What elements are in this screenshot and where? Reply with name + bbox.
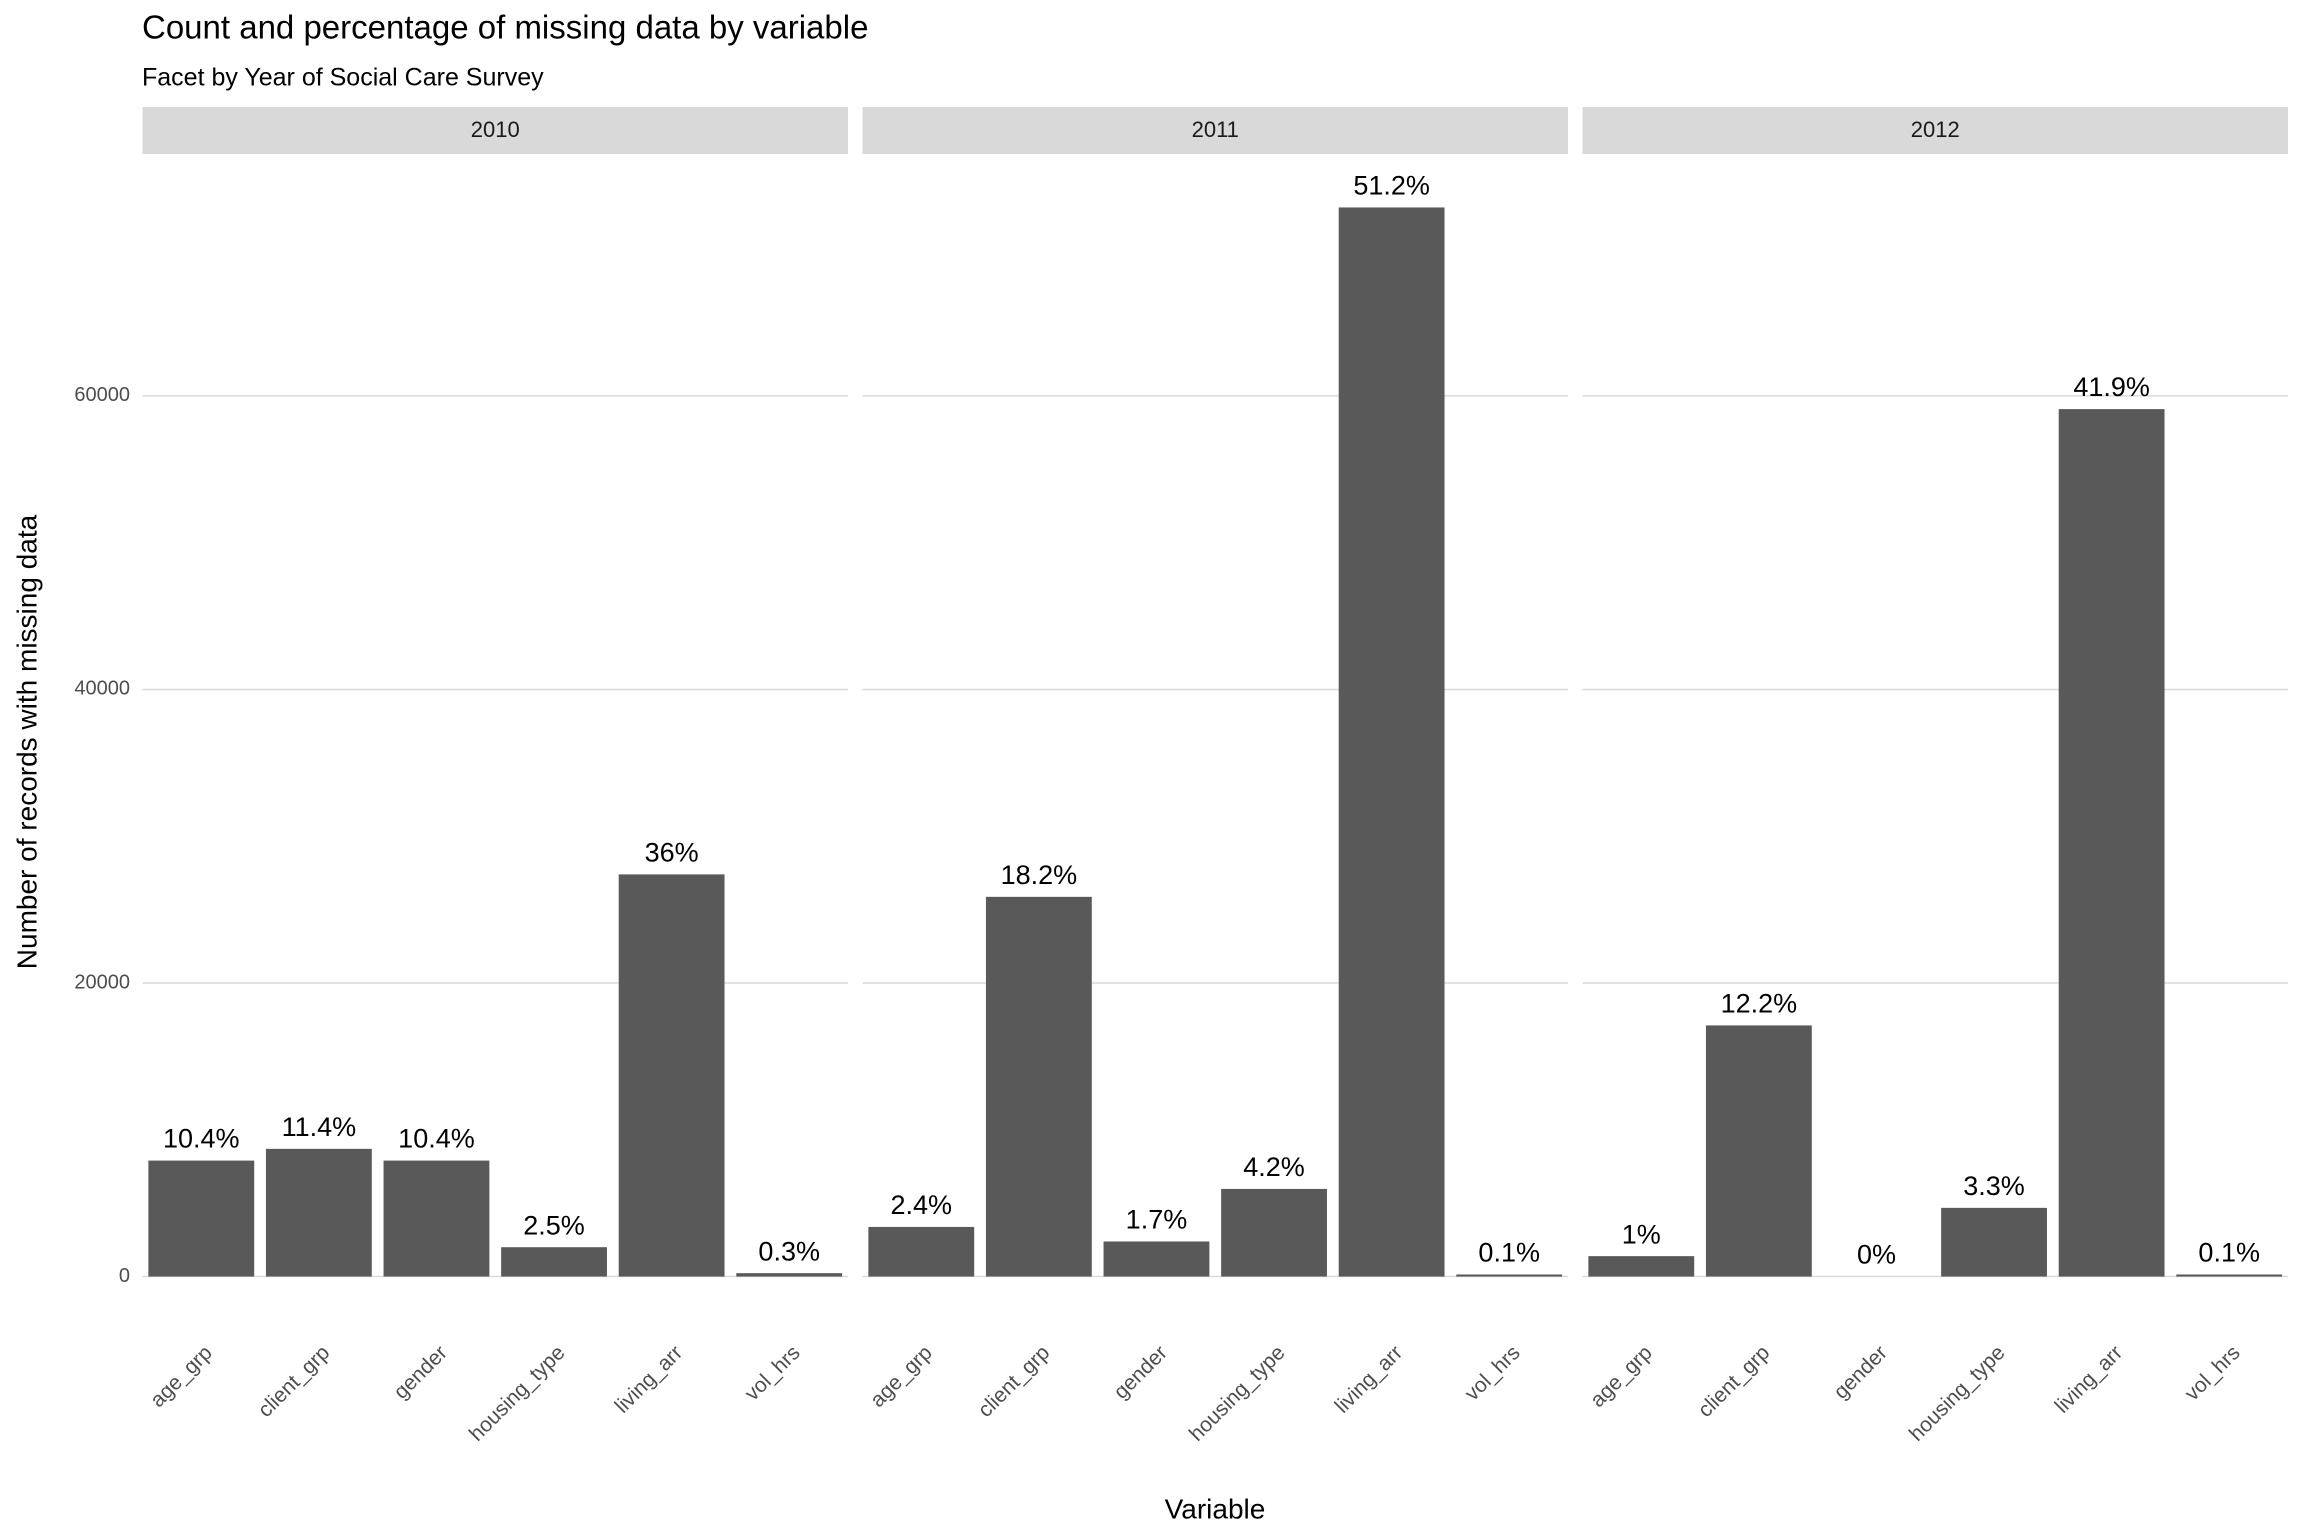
y-tick-label: 0	[119, 1265, 130, 1287]
bar	[868, 1226, 975, 1277]
value-label: 3.3%	[1963, 1171, 2025, 1201]
x-tick-label: gender	[389, 1341, 452, 1404]
value-label: 0.1%	[1478, 1238, 1540, 1268]
bar	[265, 1148, 372, 1277]
value-label: 10.4%	[398, 1124, 475, 1154]
bar	[736, 1273, 843, 1277]
x-tick-label: client_grp	[254, 1341, 335, 1422]
value-label: 4.2%	[1243, 1152, 1305, 1182]
bar	[1705, 1025, 1812, 1277]
value-label: 1%	[1622, 1219, 1661, 1249]
facet-label: 2012	[1911, 117, 1960, 142]
bar	[1588, 1256, 1695, 1277]
value-label: 41.9%	[2073, 372, 2150, 402]
y-axis-title: Number of records with missing data	[11, 514, 42, 969]
bar	[2176, 1274, 2283, 1277]
chart-title: Count and percentage of missing data by …	[142, 9, 868, 46]
bar	[618, 874, 725, 1277]
chart-subtitle: Facet by Year of Social Care Survey	[142, 64, 544, 92]
bar	[2058, 409, 2165, 1277]
facet-strip	[142, 107, 848, 154]
x-tick-label: vol_hrs	[1461, 1341, 1525, 1405]
facet-label: 2010	[471, 117, 520, 142]
x-tick-label: vol_hrs	[741, 1341, 805, 1405]
bar	[1456, 1274, 1563, 1277]
bar	[1221, 1188, 1327, 1277]
value-label: 1.7%	[1126, 1205, 1188, 1235]
value-label: 0.3%	[758, 1236, 820, 1266]
x-tick-label: housing_type	[1905, 1341, 2010, 1446]
x-axis-title: Variable	[1165, 1493, 1266, 1524]
x-tick-label: living_arr	[1331, 1341, 1408, 1418]
bar	[501, 1247, 607, 1277]
y-tick-label: 20000	[74, 971, 130, 993]
x-tick-label: gender	[1829, 1341, 1892, 1404]
bar	[383, 1160, 490, 1277]
bar	[148, 1160, 255, 1277]
x-tick-label: gender	[1109, 1341, 1172, 1404]
value-label: 0.1%	[2198, 1238, 2260, 1268]
facet-strip	[862, 107, 1568, 154]
x-tick-label: living_arr	[611, 1341, 688, 1418]
value-label: 51.2%	[1353, 171, 1430, 201]
y-tick-label: 60000	[74, 384, 130, 406]
y-tick-label: 40000	[74, 678, 130, 700]
value-label: 10.4%	[163, 1124, 240, 1154]
x-tick-label: client_grp	[1694, 1341, 1775, 1422]
bar	[1941, 1207, 2047, 1277]
bar	[985, 896, 1092, 1277]
facet-strip	[1582, 107, 2288, 154]
x-tick-label: vol_hrs	[2181, 1341, 2245, 1405]
x-tick-label: living_arr	[2051, 1341, 2128, 1418]
value-label: 2.5%	[523, 1210, 585, 1240]
value-label: 0%	[1857, 1240, 1896, 1270]
x-tick-label: housing_type	[465, 1341, 570, 1446]
x-tick-label: housing_type	[1185, 1341, 1290, 1446]
x-tick-label: age_grp	[146, 1341, 217, 1412]
facet-label: 2011	[1192, 117, 1239, 142]
bar	[1103, 1241, 1210, 1277]
value-label: 12.2%	[1721, 989, 1798, 1019]
x-tick-label: age_grp	[1586, 1341, 1657, 1412]
x-tick-label: client_grp	[974, 1341, 1055, 1422]
x-tick-label: age_grp	[866, 1341, 937, 1412]
bar	[1338, 207, 1445, 1277]
value-label: 2.4%	[891, 1190, 953, 1220]
value-label: 36%	[645, 838, 699, 868]
value-label: 11.4%	[282, 1112, 357, 1142]
value-label: 18.2%	[1001, 860, 1078, 890]
